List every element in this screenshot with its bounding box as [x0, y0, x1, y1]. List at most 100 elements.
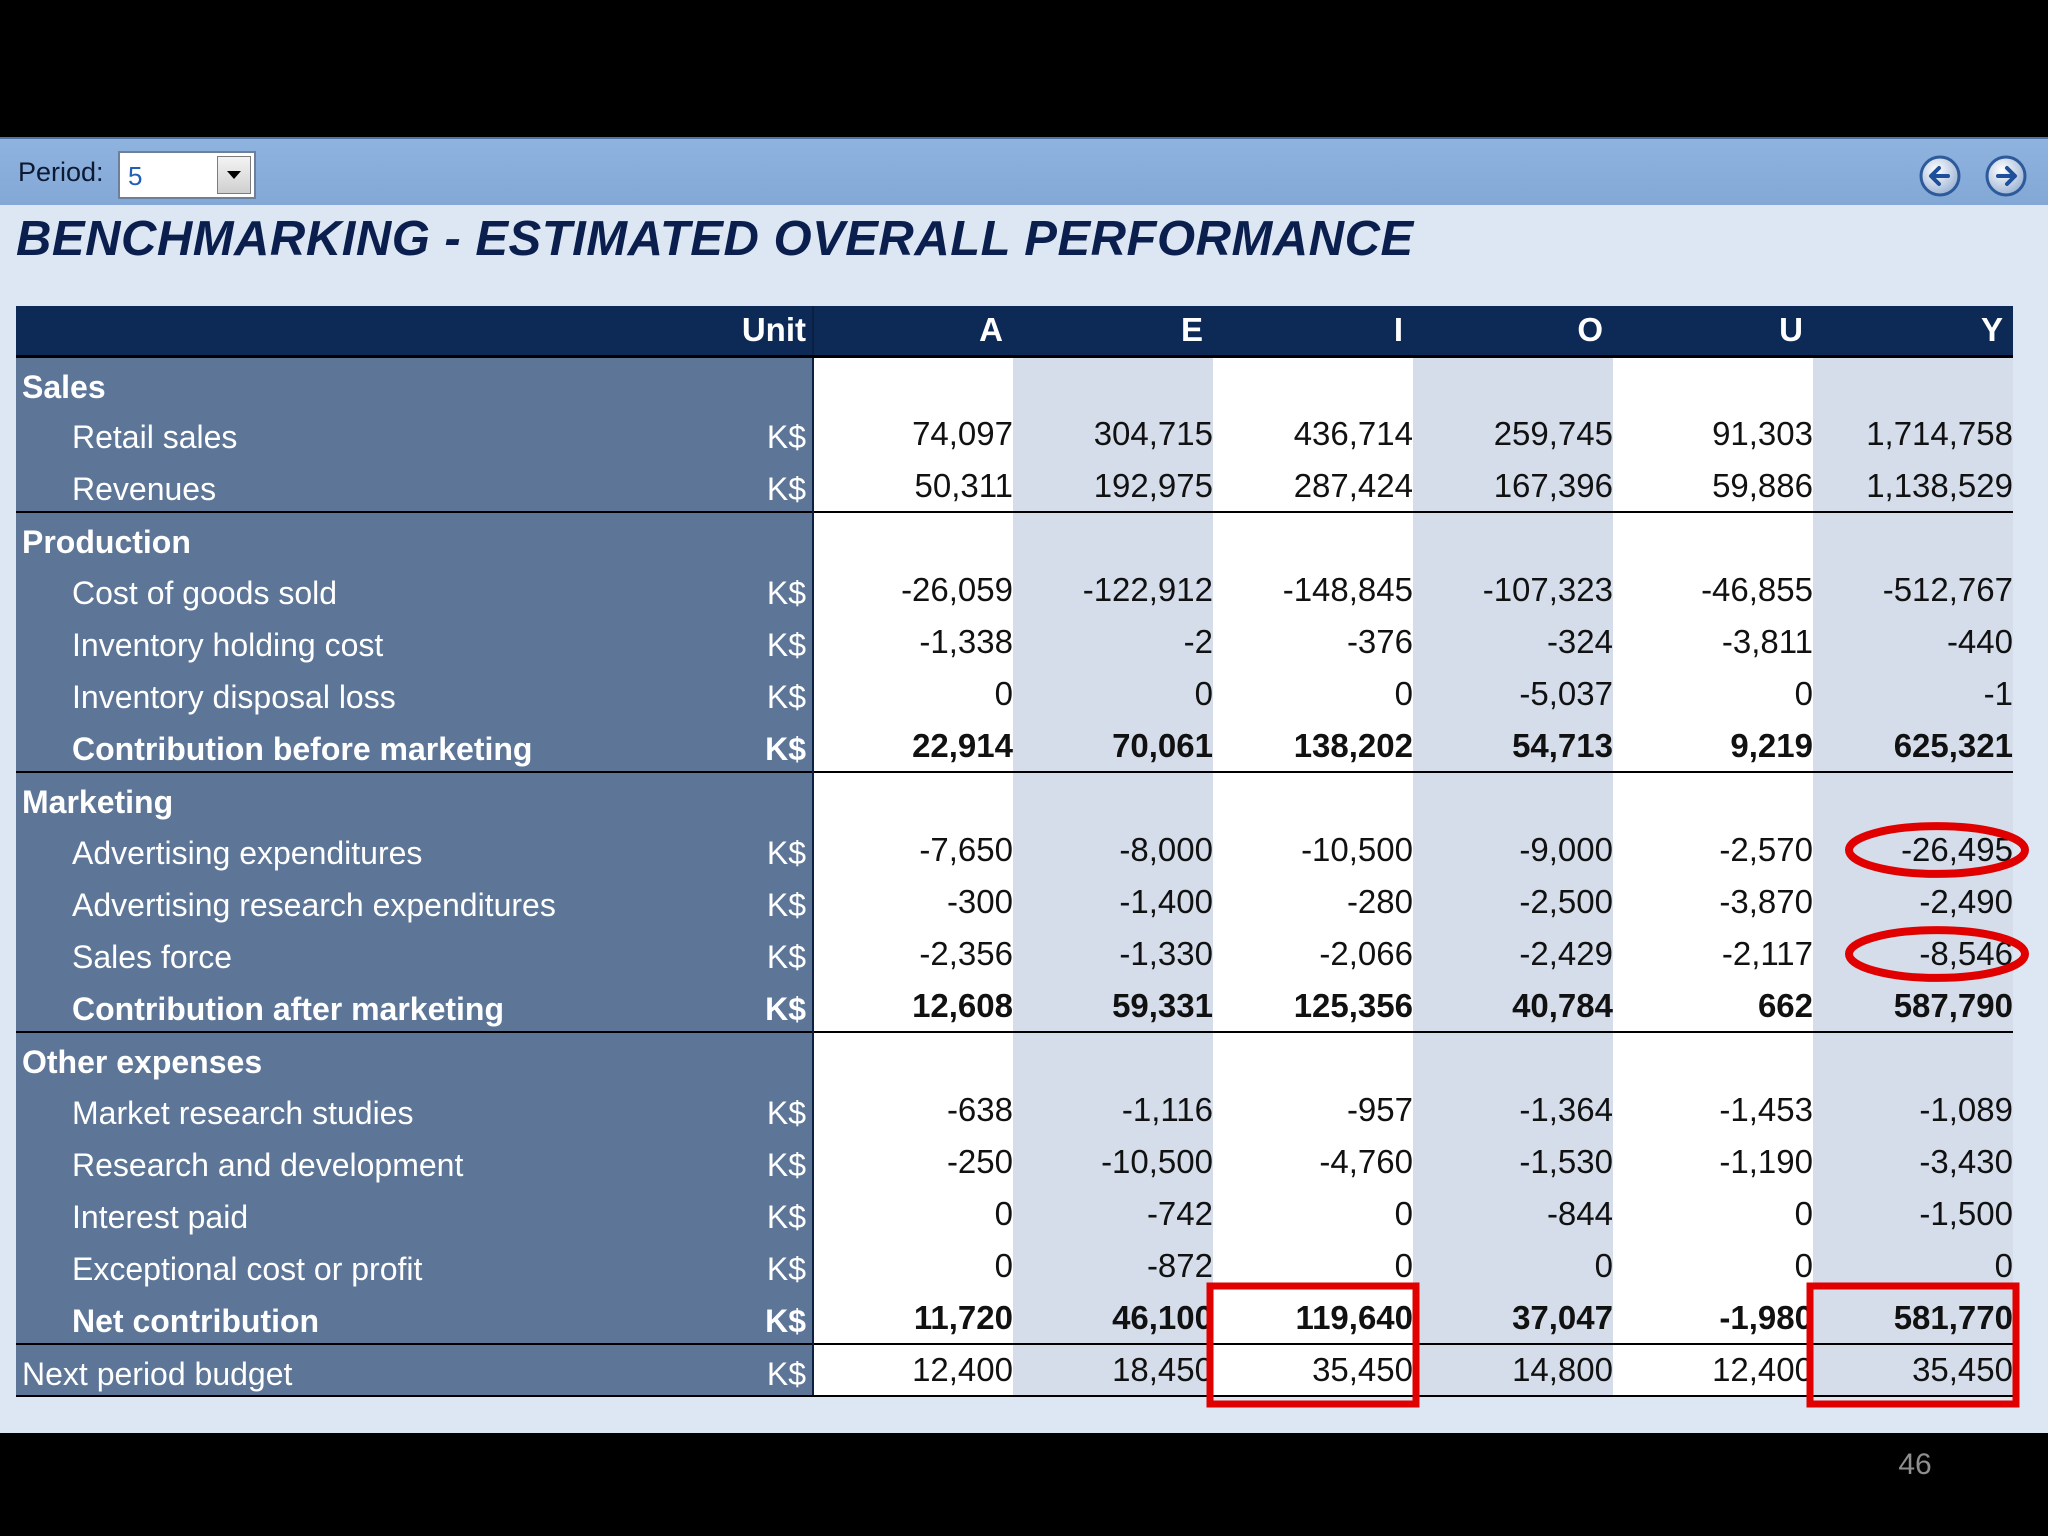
value-cell-a: 12,608: [813, 980, 1013, 1032]
value-cell-a: -300: [813, 876, 1013, 928]
value-cell-u: -2,570: [1613, 824, 1813, 876]
value-cell-y: 1,714,758: [1813, 408, 2013, 460]
value-cell-o: -2,429: [1413, 928, 1613, 980]
value-cell-a: [813, 511, 1013, 564]
value-cell-e: -2: [1013, 616, 1213, 668]
value-cell-a: -7,650: [813, 824, 1013, 876]
value-cell-a: [813, 771, 1013, 824]
value-cell-a: [813, 1031, 1013, 1084]
value-cell-o: -9,000: [1413, 824, 1613, 876]
value-cell-i: [1213, 771, 1413, 824]
value-cell-e: -1,400: [1013, 876, 1213, 928]
value-cell-o: 37,047: [1413, 1292, 1613, 1344]
row-label: Cost of goods sold: [72, 575, 338, 611]
period-select[interactable]: 5: [118, 151, 256, 199]
value-cell-i: [1213, 511, 1413, 564]
row-label-cell: Net contribution K$: [16, 1292, 814, 1344]
arrow-right-icon: [1985, 155, 2027, 197]
value-cell-u: 91,303: [1613, 408, 1813, 460]
row-label-cell: Interest paid K$: [16, 1188, 814, 1240]
value-cell-e: -122,912: [1013, 564, 1213, 616]
next-page-button[interactable]: [1984, 154, 2028, 198]
table-body: Sales Retail sales K$ 74,097 304,715 436,714 2…: [16, 356, 2013, 1397]
row-label-cell: Advertising research expenditures K$: [16, 876, 814, 928]
value-cell-y: 625,321: [1813, 720, 2013, 772]
value-cell-u: -1,190: [1613, 1136, 1813, 1188]
value-cell-e: -10,500: [1013, 1136, 1213, 1188]
value-cell-i: 0: [1213, 1188, 1413, 1240]
value-cell-i: [1213, 1031, 1413, 1084]
value-cell-i: 125,356: [1213, 980, 1413, 1032]
arrow-left-icon: [1919, 155, 1961, 197]
value-cell-u: [1613, 356, 1813, 408]
value-cell-y: -512,767: [1813, 564, 2013, 616]
value-cell-y: -2,490: [1813, 876, 2013, 928]
value-cell-i: 119,640: [1213, 1292, 1413, 1344]
value-cell-u: [1613, 511, 1813, 564]
value-cell-e: 0: [1013, 668, 1213, 720]
value-cell-e: 70,061: [1013, 720, 1213, 772]
value-cell-a: -26,059: [813, 564, 1013, 616]
value-cell-a: -1,338: [813, 616, 1013, 668]
row-unit: K$: [766, 419, 806, 455]
value-cell-a: 22,914: [813, 720, 1013, 772]
row-label-cell: Sales force K$: [16, 928, 814, 980]
table-row: Interest paid K$ 0 -742 0 -844 0 -1,500: [16, 1188, 2013, 1240]
value-cell-u: 0: [1613, 1188, 1813, 1240]
chevron-down-icon[interactable]: [217, 156, 251, 194]
value-cell-y: [1813, 1031, 2013, 1084]
value-cell-e: -742: [1013, 1188, 1213, 1240]
row-label: Inventory holding cost: [72, 627, 384, 663]
value-cell-e: 18,450: [1013, 1343, 1213, 1397]
value-cell-y: 35,450: [1813, 1343, 2013, 1397]
value-cell-o: -107,323: [1413, 564, 1613, 616]
value-cell-i: 436,714: [1213, 408, 1413, 460]
table-row: Advertising expenditures K$ -7,650 -8,000 -1…: [16, 824, 2013, 876]
row-unit: K$: [765, 991, 806, 1027]
column-header-a: A: [813, 306, 1013, 356]
value-cell-u: 59,886: [1613, 460, 1813, 512]
category-label: Production: [22, 524, 191, 560]
table-row: Contribution after marketing K$ 12,608 59,3…: [16, 980, 2013, 1032]
value-cell-i: -10,500: [1213, 824, 1413, 876]
value-cell-o: -5,037: [1413, 668, 1613, 720]
value-cell-o: -1,530: [1413, 1136, 1613, 1188]
row-label-cell: Sales: [16, 356, 814, 408]
row-label: Net contribution: [72, 1303, 320, 1339]
value-cell-e: -1,116: [1013, 1084, 1213, 1136]
value-cell-e: -872: [1013, 1240, 1213, 1292]
value-cell-i: -4,760: [1213, 1136, 1413, 1188]
table-row: Inventory holding cost K$ -1,338 -2 -376 -324…: [16, 616, 2013, 668]
category-row: Production: [16, 511, 2013, 564]
table-row: Sales force K$ -2,356 -1,330 -2,066 -2,429 -2,…: [16, 928, 2013, 980]
value-cell-y: -3,430: [1813, 1136, 2013, 1188]
slide-number: 46: [1898, 1448, 1932, 1481]
value-cell-o: [1413, 356, 1613, 408]
value-cell-u: -1,453: [1613, 1084, 1813, 1136]
table-row: Retail sales K$ 74,097 304,715 436,714 259,74…: [16, 408, 2013, 460]
category-label: Other expenses: [22, 1044, 263, 1080]
column-header-e: E: [1013, 306, 1213, 356]
value-cell-i: [1213, 356, 1413, 408]
value-cell-o: 14,800: [1413, 1343, 1613, 1397]
page-title: BENCHMARKING - ESTIMATED OVERALL PERFORM…: [16, 212, 1414, 266]
table-row: Net contribution K$ 11,720 46,100 119,640 37,…: [16, 1292, 2013, 1344]
category-label: Sales: [22, 368, 106, 405]
value-cell-o: 259,745: [1413, 408, 1613, 460]
value-cell-u: 12,400: [1613, 1343, 1813, 1397]
row-label-cell: Other expenses: [16, 1031, 814, 1084]
row-label: Advertising expenditures: [72, 835, 423, 871]
value-cell-i: -957: [1213, 1084, 1413, 1136]
row-unit: K$: [766, 679, 806, 715]
value-cell-a: 0: [813, 668, 1013, 720]
value-cell-e: -8,000: [1013, 824, 1213, 876]
value-cell-a: 11,720: [813, 1292, 1013, 1344]
previous-page-button[interactable]: [1918, 154, 1962, 198]
period-value: 5: [128, 161, 143, 191]
period-label: Period:: [18, 157, 104, 187]
table-row: Market research studies K$ -638 -1,116 -957-…: [16, 1084, 2013, 1136]
value-cell-e: -1,330: [1013, 928, 1213, 980]
row-unit: K$: [765, 731, 806, 767]
value-cell-u: -3,811: [1613, 616, 1813, 668]
value-cell-y: [1813, 511, 2013, 564]
